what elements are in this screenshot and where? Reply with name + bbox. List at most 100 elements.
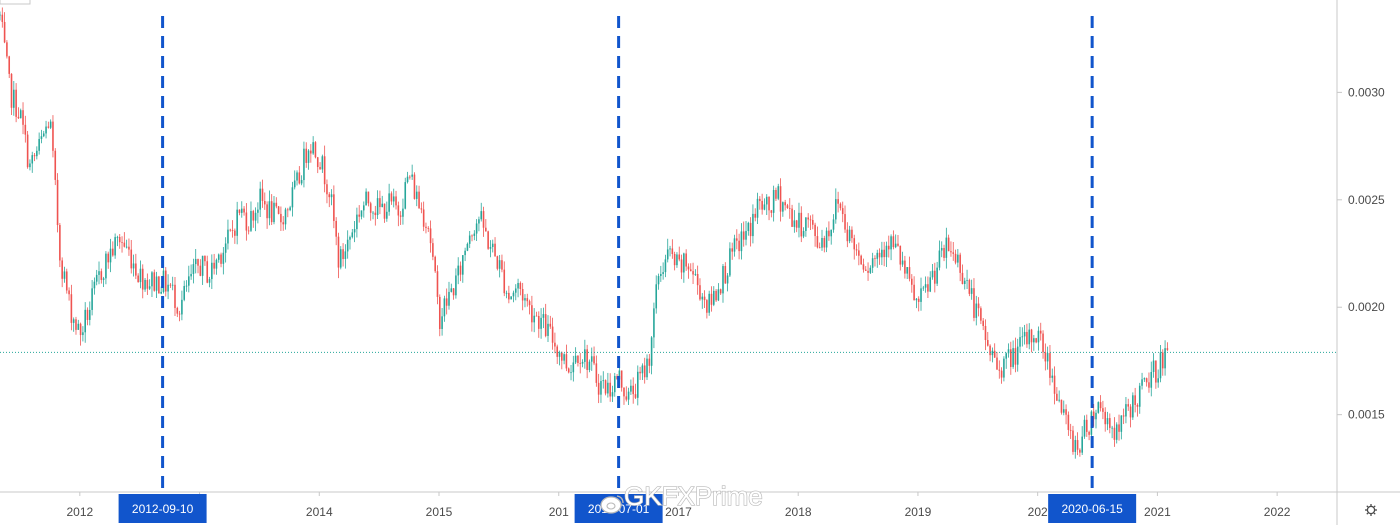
candle-body — [943, 247, 945, 258]
candle-body — [1016, 346, 1019, 365]
candle-body — [367, 191, 370, 204]
candle-body — [1083, 419, 1086, 437]
candle-body — [814, 224, 816, 237]
candle-body — [581, 361, 584, 364]
candle-body — [984, 325, 987, 341]
candle-body — [887, 245, 890, 250]
candle-body — [841, 208, 844, 215]
candle-body — [572, 362, 575, 373]
candle-body — [641, 365, 644, 374]
candle-body — [395, 196, 397, 206]
candle-body — [726, 275, 729, 284]
x-tick-label: 202 — [1028, 505, 1048, 519]
candle-body — [259, 188, 261, 210]
candle-body — [597, 382, 600, 395]
candle-body — [151, 272, 153, 287]
candle-body — [84, 309, 86, 333]
candle-body — [88, 309, 91, 320]
candle-body — [1152, 360, 1155, 372]
candle-body — [386, 211, 388, 219]
candle-body — [1155, 360, 1157, 383]
candle-body — [982, 320, 984, 326]
candle-body — [1104, 411, 1107, 425]
candle-body — [1053, 375, 1056, 394]
candle-body — [1081, 436, 1083, 453]
candle-body — [68, 290, 70, 295]
candle-body — [821, 237, 823, 248]
candle-body — [816, 236, 819, 248]
candle-body — [121, 242, 123, 244]
candle-body — [132, 263, 135, 269]
candle-body — [1136, 404, 1139, 407]
candle-body — [878, 252, 881, 258]
candle-body — [975, 303, 978, 318]
candle-body — [683, 253, 685, 273]
candle-body — [328, 194, 331, 198]
candle-body — [931, 270, 934, 278]
candle-body — [312, 142, 314, 154]
x-tick-label: 2014 — [306, 505, 333, 519]
candle-body — [418, 191, 420, 209]
candle-body — [362, 205, 365, 211]
candle-body — [763, 204, 766, 210]
candle-body — [487, 231, 489, 249]
settings-gear-icon[interactable] — [1365, 504, 1377, 516]
candle-body — [443, 298, 446, 317]
candle-body — [305, 148, 308, 163]
candle-body — [706, 300, 708, 313]
candle-body — [604, 380, 607, 394]
candle-body — [234, 230, 236, 236]
candle-body — [609, 382, 611, 397]
x-tick-label: 2015 — [426, 505, 453, 519]
candle-body — [164, 270, 167, 292]
marker-label-box — [1048, 494, 1137, 523]
candle-body — [112, 248, 114, 256]
candle-body — [303, 148, 305, 181]
candle-body — [153, 272, 156, 291]
candle-body — [1092, 411, 1095, 420]
candle-body — [521, 288, 524, 301]
x-tick-label: 2018 — [785, 505, 812, 519]
candle-body — [392, 196, 395, 202]
candle-body — [747, 222, 750, 232]
x-tick-label: 2017 — [665, 505, 692, 519]
candle-body — [782, 202, 784, 212]
candle-body — [634, 394, 637, 398]
candle-body — [390, 193, 393, 202]
candle-body — [899, 245, 902, 265]
candle-body — [722, 266, 724, 294]
candle-body — [441, 316, 443, 329]
candle-body — [24, 124, 27, 135]
candle-body — [356, 214, 358, 230]
candle-body — [966, 280, 968, 281]
candle-body — [904, 260, 906, 274]
candle-body — [837, 199, 839, 204]
candle-body — [627, 391, 630, 400]
candle-body — [330, 194, 333, 198]
candle-body — [1046, 353, 1049, 362]
candle-body — [1132, 395, 1134, 418]
candle-body — [1157, 378, 1159, 383]
candle-body — [432, 243, 434, 257]
candle-body — [998, 369, 1001, 371]
candle-body — [471, 235, 473, 237]
candle-body — [411, 174, 413, 177]
candle-body — [517, 282, 519, 289]
candle-body — [427, 227, 430, 229]
candle-body — [761, 200, 763, 210]
marker-label-box — [118, 494, 207, 523]
candle-body — [36, 150, 38, 157]
candle-body — [991, 350, 994, 356]
candle-body — [1028, 329, 1031, 345]
candle-body — [890, 236, 892, 250]
candle-body — [1, 14, 4, 22]
candle-body — [478, 219, 480, 224]
candle-body — [1166, 348, 1169, 350]
candle-body — [549, 323, 552, 327]
candle-body — [190, 273, 192, 277]
candle-body — [349, 237, 351, 240]
candle-body — [1051, 375, 1054, 378]
candle-body — [47, 126, 50, 128]
candle-body — [224, 243, 227, 253]
